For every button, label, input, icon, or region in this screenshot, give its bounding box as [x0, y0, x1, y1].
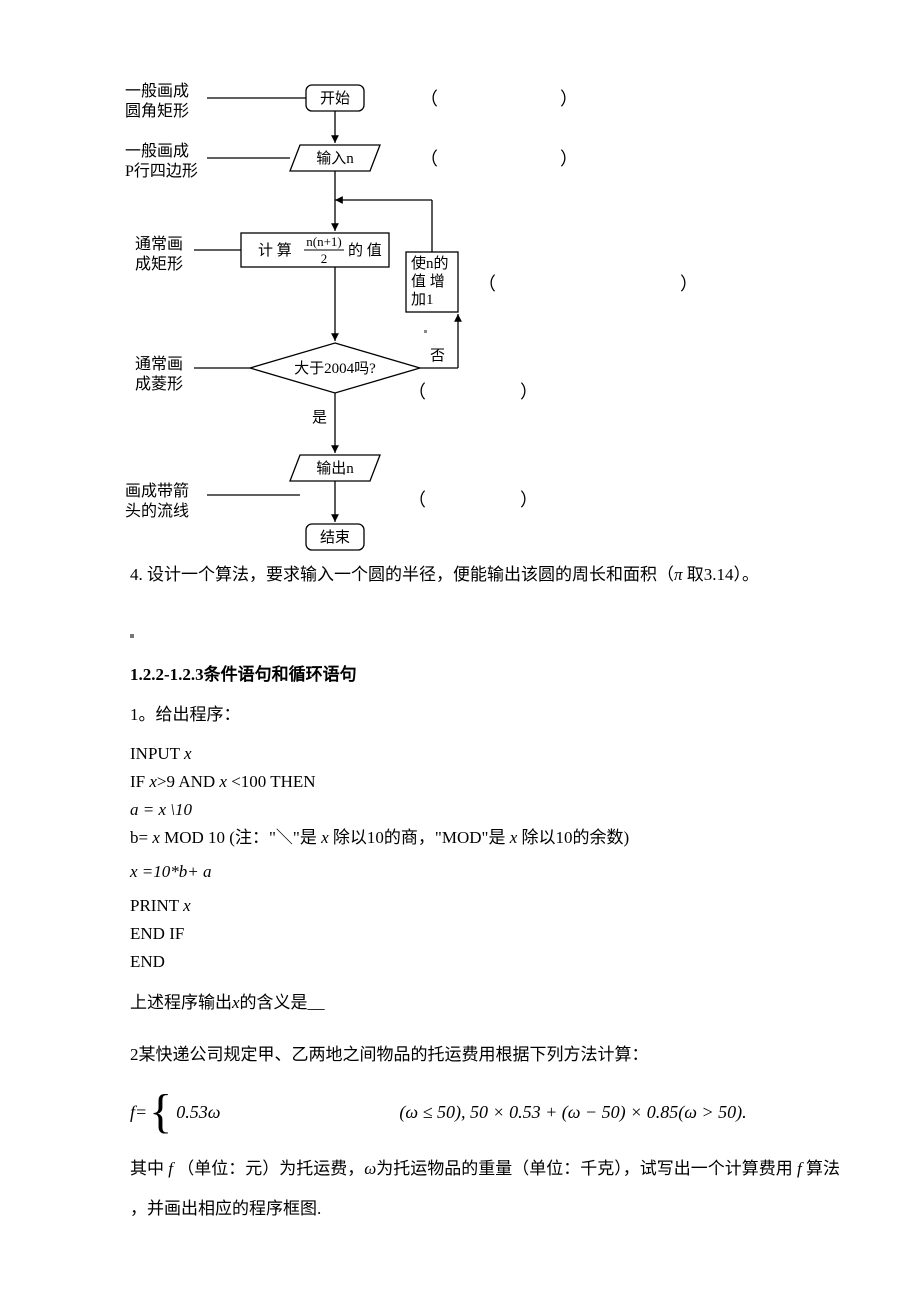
document-page: 开始 输入n 计 算 n(n+1) 2 的 值 大于2004吗?: [0, 0, 920, 1294]
branch-no: 否: [430, 348, 445, 364]
frac-num: n(n+1): [306, 234, 342, 249]
label-dia-l1: 通常画: [135, 356, 183, 373]
sidebox-l3: 加1: [411, 291, 434, 308]
tiny-mark: [130, 634, 134, 638]
label-para-l1: 一般画成: [125, 143, 189, 160]
question-4: 4. 设计一个算法，要求输入一个圆的半径，便能输出该圆的周长和面积（π 取3.1…: [130, 560, 890, 590]
label-rect: 通常画 成矩形: [135, 235, 183, 275]
blank-input-l: （: [420, 149, 438, 169]
q1-line3: a = x \10: [130, 796, 890, 824]
end-text: 结束: [320, 529, 350, 546]
blank-start-l: （: [420, 89, 438, 109]
q2-row1: 0.53ω (ω ≤ 50),: [176, 1102, 470, 1122]
q1-line8: END: [130, 948, 890, 976]
q1-code: INPUT x IF x>9 AND x <100 THEN a = x \10…: [130, 740, 890, 976]
label-arrowline: 画成带箭 头的流线: [125, 482, 189, 522]
output-text: 输出n: [316, 460, 354, 477]
label-dia-l2: 成菱形: [135, 376, 183, 393]
input-text: 输入n: [316, 150, 354, 167]
q1-line1: INPUT x: [130, 740, 890, 768]
q4-prefix: 4. 设计一个算法，要求输入一个圆的半径，便能输出该圆的周长和面积（: [130, 565, 674, 584]
branch-yes: 是: [312, 410, 327, 426]
q1-line7: END IF: [130, 920, 890, 948]
label-rect-l2: 成矩形: [135, 256, 183, 273]
q1-intro: 1。给出程序：: [130, 700, 890, 730]
label-rounded-l1: 一般画成: [125, 83, 189, 100]
flowchart-figure: 开始 输入n 计 算 n(n+1) 2 的 值 大于2004吗?: [0, 70, 920, 560]
process-text-a: 计 算: [258, 241, 292, 259]
start-text: 开始: [320, 90, 350, 107]
label-arr-l1: 画成带箭: [125, 483, 189, 500]
label-rounded: 一般画成 圆角矩形: [125, 82, 189, 122]
q2-feq: f=: [130, 1097, 147, 1127]
sidebox-l1: 使n的: [411, 255, 449, 272]
q2-intro: 2某快递公司规定甲、乙两地之间物品的托运费用根据下列方法计算：: [130, 1040, 890, 1070]
blank-start-r: ）: [560, 89, 578, 109]
blank-arrow-r: ）: [520, 490, 538, 510]
q4-suffix: 取3.14）。: [683, 565, 760, 584]
blank-loop-l: （: [478, 274, 496, 294]
label-rounded-l2: 圆角矩形: [125, 103, 189, 120]
decision-text: 大于2004吗?: [294, 360, 376, 377]
q2-tail1: 其中 f （单位：元）为托运费，ω为托运物品的重量（单位：千克），试写出一个计算…: [130, 1154, 890, 1184]
blank-input-r: ）: [560, 149, 578, 169]
blank-loop-r: ）: [680, 274, 698, 294]
blank-dec-r: ）: [520, 382, 538, 402]
q2-row2: 50 × 0.53 + (ω − 50) × 0.85(ω > 50).: [470, 1102, 747, 1122]
frac-den: 2: [321, 251, 328, 266]
brace-icon: {: [149, 1088, 172, 1136]
q2-tail2: ，并画出相应的程序框图.: [130, 1194, 890, 1224]
label-arr-l2: 头的流线: [125, 503, 189, 520]
label-rect-l1: 通常画: [135, 236, 183, 253]
q1-line4: b= x MOD 10 (注："＼"是 x 除以10的商，"MOD"是 x 除以…: [130, 824, 890, 852]
section-heading: 1.2.2-1.2.3条件语句和循环语句: [130, 660, 890, 690]
content-area: 4. 设计一个算法，要求输入一个圆的半径，便能输出该圆的周长和面积（π 取3.1…: [0, 560, 920, 1224]
process-text-b: 的 值: [348, 242, 382, 259]
q1-line5: x =10*b+ a: [130, 858, 890, 886]
label-parallelogram: 一般画成 P行四边形: [125, 142, 198, 182]
q1-line2: IF x>9 AND x <100 THEN: [130, 768, 890, 796]
q1-tail: 上述程序输出x的含义是__: [130, 988, 890, 1018]
label-diamond: 通常画 成菱形: [135, 355, 183, 395]
label-para-l2: P行四边形: [125, 163, 198, 180]
sidebox-l2: 值 增: [411, 273, 445, 290]
q4-pi: π: [674, 565, 683, 584]
stray-dot: [424, 330, 427, 333]
q2-piecewise: f= { 0.53ω (ω ≤ 50), 50 × 0.53 + (ω − 50…: [130, 1088, 890, 1136]
q1-line6: PRINT x: [130, 892, 890, 920]
blank-arrow-l: （: [408, 490, 426, 510]
blank-dec-l: （: [408, 382, 426, 402]
